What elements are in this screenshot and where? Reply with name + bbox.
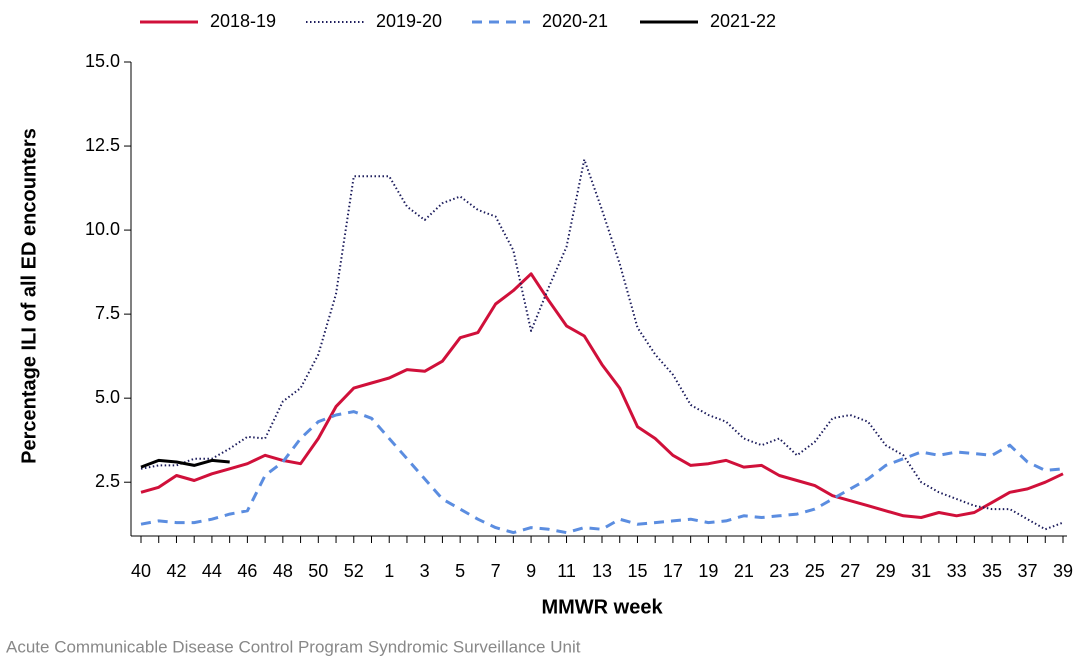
x-axis-title: MMWR week (541, 596, 663, 618)
x-tick-label: 9 (526, 561, 536, 581)
x-tick-label: 40 (131, 561, 151, 581)
y-tick-label: 10.0 (85, 219, 120, 239)
x-tick-label: 23 (769, 561, 789, 581)
x-tick-label: 46 (237, 561, 257, 581)
x-tick-label: 21 (734, 561, 754, 581)
x-tick-label: 7 (491, 561, 501, 581)
x-tick-label: 25 (805, 561, 825, 581)
x-tick-label: 44 (202, 561, 222, 581)
x-tick-label: 33 (947, 561, 967, 581)
line-series (140, 272, 1064, 519)
y-tick-label: 12.5 (85, 135, 120, 155)
x-tick-label: 29 (876, 561, 896, 581)
x-tick-label: 19 (698, 561, 718, 581)
x-tick-label: 50 (308, 561, 328, 581)
x-tick-label: 52 (344, 561, 364, 581)
y-tick-label: 2.5 (95, 471, 120, 491)
legend-label: 2018-19 (210, 11, 276, 31)
x-tick-label: 3 (420, 561, 430, 581)
x-tick-label: 37 (1018, 561, 1038, 581)
x-tick-label: 35 (982, 561, 1002, 581)
x-tick-label: 13 (592, 561, 612, 581)
y-tick-label: 7.5 (95, 303, 120, 323)
x-tick-label: 1 (384, 561, 394, 581)
source-note: Acute Communicable Disease Control Progr… (6, 637, 581, 656)
y-tick-label: 5.0 (95, 387, 120, 407)
line-series (140, 458, 230, 469)
line-series (140, 158, 1064, 531)
x-tick-label: 15 (627, 561, 647, 581)
x-tick-label: 17 (663, 561, 683, 581)
x-tick-label: 5 (455, 561, 465, 581)
x-tick-label: 31 (911, 561, 931, 581)
legend-label: 2020-21 (542, 11, 608, 31)
legend-label: 2019-20 (376, 11, 442, 31)
x-tick-label: 39 (1053, 561, 1073, 581)
y-tick-label: 15.0 (85, 51, 120, 71)
legend-label: 2021-22 (710, 11, 776, 31)
x-tick-label: 27 (840, 561, 860, 581)
x-tick-label: 42 (166, 561, 186, 581)
line-series (140, 410, 1064, 535)
x-tick-label: 11 (557, 561, 576, 581)
y-axis-title: Percentage ILI of all ED encounters (18, 128, 40, 464)
x-tick-label: 48 (273, 561, 293, 581)
